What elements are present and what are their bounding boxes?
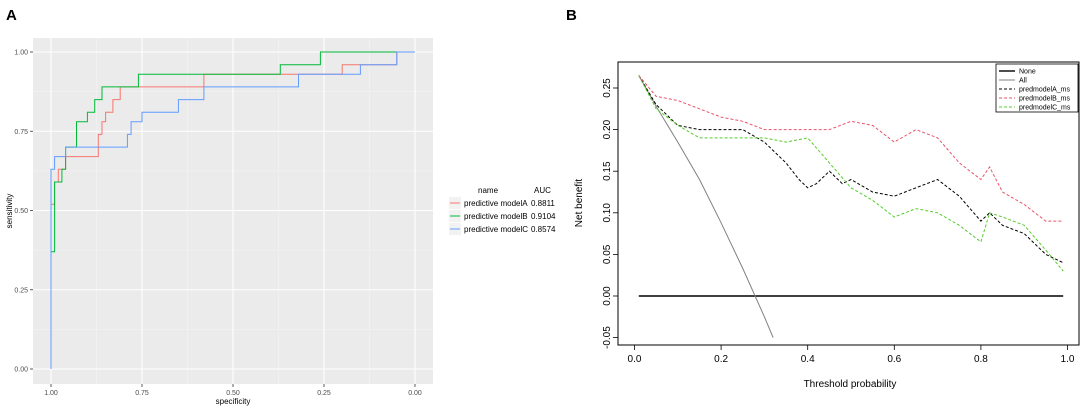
legend-auc-predictive-modelc: 0.8574 bbox=[531, 225, 556, 234]
panel-b-legend: None All predmodelA_ms predmodelB_mspredmod… bbox=[995, 63, 1079, 113]
legend-label-none: None bbox=[1019, 69, 1036, 76]
x-tick-label: 1.00 bbox=[44, 390, 58, 397]
curve-predictive-modelb bbox=[50, 51, 415, 369]
legend-label-predictive-modela: predictive modelA bbox=[464, 199, 528, 208]
y-tick-label: 0.00 bbox=[602, 286, 613, 306]
legend-label-predmodelb-ms: predmodelB_ms bbox=[1019, 96, 1070, 103]
y-tick-label: 0.05 bbox=[602, 244, 613, 264]
y-tick-label: 0.75 bbox=[14, 129, 28, 136]
y-tick-label: 0.25 bbox=[602, 78, 613, 98]
panel-a-legend: name AUC predictive modelA 0.8811predicti… bbox=[449, 186, 556, 235]
panel-b-legend-box bbox=[995, 63, 1079, 113]
legend-name-header: name bbox=[478, 186, 499, 195]
x-tick-label: 1.0 bbox=[1061, 354, 1075, 365]
panel-b-x-axis-label: Threshold probability bbox=[804, 379, 897, 390]
panel-a-y-axis-label: sensitivity bbox=[5, 194, 14, 229]
legend-label-all: All bbox=[1019, 78, 1027, 85]
curve-predmodela-ms bbox=[638, 75, 1064, 264]
y-tick-label: 0.10 bbox=[602, 203, 613, 223]
x-tick-label: 0.25 bbox=[317, 390, 331, 397]
panel-b-label: B bbox=[566, 7, 577, 24]
y-tick-label: 0.50 bbox=[14, 208, 28, 215]
legend-label-predictive-modelb: predictive modelB bbox=[464, 212, 528, 221]
panel-b-curves bbox=[638, 75, 1064, 338]
legend-auc-predictive-modela: 0.8811 bbox=[531, 199, 555, 208]
curve-predmodelc-ms bbox=[638, 75, 1064, 272]
panel-a-x-axis-label: specificity bbox=[216, 397, 251, 406]
panel-a-grid bbox=[33, 38, 433, 384]
legend-label-predictive-modelc: predictive modelC bbox=[464, 225, 528, 234]
x-tick-label: 0.2 bbox=[714, 354, 728, 365]
panel-a-curves bbox=[50, 51, 415, 369]
curve-predmodelb-ms bbox=[638, 75, 1064, 222]
x-tick-label: 0.8 bbox=[974, 354, 988, 365]
y-tick-label: 0.15 bbox=[602, 161, 613, 181]
x-tick-label: 0.6 bbox=[887, 354, 901, 365]
panel-b-plot-box bbox=[617, 61, 1080, 346]
panel-b-axis-ticks: 0.0 0.2 0.4 0.6 0.8 1.0 -0.05 0.00 0.05 0.10 0.15 0… bbox=[602, 78, 1075, 365]
x-tick-label: 0.4 bbox=[801, 354, 815, 365]
curve-all bbox=[638, 75, 774, 338]
panel-a-label: A bbox=[6, 7, 17, 24]
x-tick-label: 0.0 bbox=[628, 354, 642, 365]
panel-a-axis-ticks: 1.00 0.75 0.50 0.25 0.00 0.00 0.25 0.50 0.75 1.00 bbox=[14, 50, 422, 398]
x-tick-label: 0.75 bbox=[135, 390, 149, 397]
y-tick-label: 0.00 bbox=[14, 367, 28, 374]
legend-label-predmodelc-ms: predmodelC_ms bbox=[1019, 105, 1071, 112]
panel-b-y-axis-label: Net benefit bbox=[574, 179, 585, 228]
y-tick-label: 0.25 bbox=[14, 287, 28, 294]
legend-label-predmodela-ms: predmodelA_ms bbox=[1019, 87, 1070, 94]
x-tick-label: 0.50 bbox=[226, 390, 240, 397]
legend-auc-header: AUC bbox=[534, 186, 551, 195]
y-tick-label: -0.05 bbox=[602, 326, 613, 349]
panel-a-roc-chart: A 1.00 0.75 0.50 0.25 0.000.000.250.500.751.… bbox=[5, 7, 556, 406]
y-tick-label: 1.00 bbox=[14, 50, 28, 57]
panel-b-decision-curve-chart: B 0.0 0.2 0.4 0.6 0.8 1.0 -0.05 0.00 0.05 0.10 0.1… bbox=[566, 7, 1080, 390]
x-tick-label: 0.00 bbox=[408, 390, 422, 397]
legend-auc-predictive-modelb: 0.9104 bbox=[531, 212, 556, 221]
curve-predictive-modelc bbox=[50, 51, 415, 369]
y-tick-label: 0.20 bbox=[602, 119, 613, 139]
